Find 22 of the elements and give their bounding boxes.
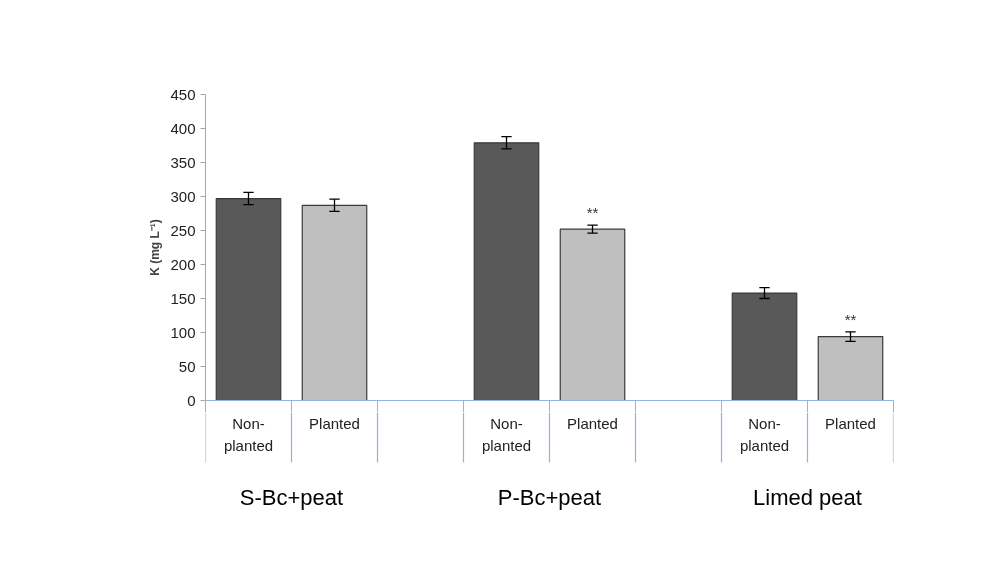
y-tick-label: 350 — [170, 153, 196, 171]
y-tick-label: 100 — [170, 323, 196, 341]
x-tick-label: Planted — [567, 414, 618, 432]
data-label: ** — [844, 310, 857, 328]
x-tick-label: Planted — [309, 414, 360, 432]
y-tick-label: 200 — [170, 255, 196, 273]
y-tick-label: 0 — [187, 391, 196, 409]
x-tick-label: Non-planted — [223, 414, 274, 454]
y-tick-label: 400 — [170, 119, 196, 137]
text: P-Bc+peat — [497, 484, 602, 510]
y-tick-label: 50 — [178, 357, 196, 375]
y-tick-label: 450 — [170, 85, 196, 103]
y-tick-label: 150 — [170, 289, 196, 307]
data-label: ** — [586, 204, 599, 222]
text: Limed peat — [753, 484, 862, 510]
x-tick-label: Planted — [825, 414, 876, 432]
y-tick-label: 300 — [170, 187, 196, 205]
x-tick-label: Non-planted — [481, 414, 532, 454]
y-axis-title: K (mg L⁻¹) — [148, 219, 163, 276]
x-tick-label: Non-planted — [739, 414, 790, 454]
y-tick-label: 250 — [170, 221, 196, 239]
text: S-Bc+peat — [239, 484, 344, 510]
